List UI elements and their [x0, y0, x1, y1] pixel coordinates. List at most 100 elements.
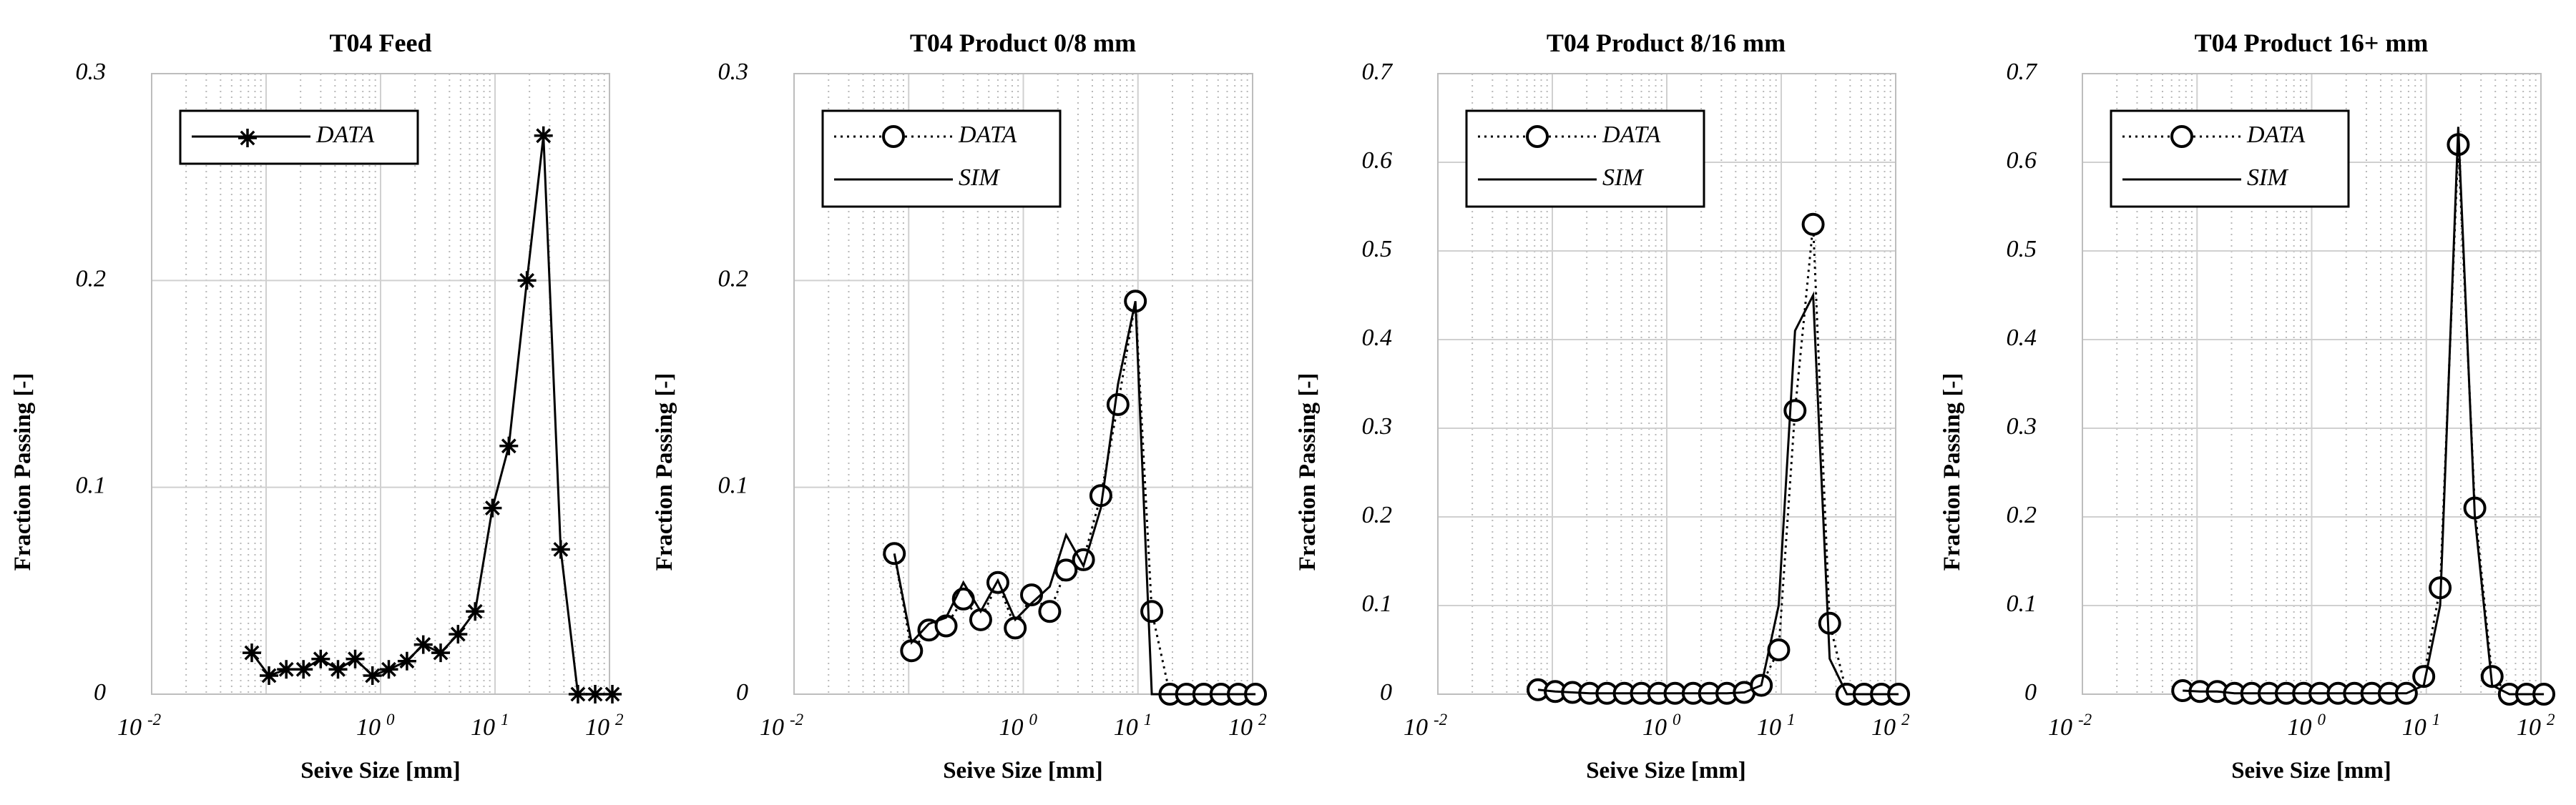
- chart-title: T04 Product 16+ mm: [2195, 29, 2429, 57]
- legend: DATA SIM: [821, 109, 1062, 208]
- y-tick-label: 0.1: [1362, 591, 1393, 617]
- x-tick-exponent: -2: [2078, 711, 2092, 729]
- data-point: [277, 660, 296, 679]
- y-tick-label: 0.7: [1362, 59, 1394, 85]
- data-point: [883, 542, 906, 566]
- x-tick-label: 10: [2048, 714, 2072, 741]
- series-sim: [1537, 291, 1899, 696]
- x-axis-label: Seive Size [mm]: [1586, 758, 1746, 784]
- data-point: [243, 643, 261, 663]
- series-line-sim: [2183, 127, 2545, 696]
- data-point: [379, 660, 398, 679]
- x-tick-label: 10: [1757, 714, 1781, 741]
- x-tick-label: 10: [585, 714, 609, 741]
- y-tick-label: 0.2: [2007, 502, 2037, 528]
- y-tick-label: 0.2: [1362, 502, 1393, 528]
- data-point: [1072, 548, 1095, 571]
- x-axis-label: Seive Size [mm]: [2231, 758, 2391, 784]
- y-tick-label: 0: [94, 679, 106, 706]
- data-point: [517, 271, 537, 290]
- plot-area: [793, 73, 1253, 695]
- legend-box: [821, 109, 1062, 208]
- y-tick-label: 0.2: [76, 265, 107, 292]
- legend-label: DATA: [315, 122, 374, 148]
- x-tick-label: 10: [999, 714, 1024, 741]
- data-point: [466, 602, 485, 621]
- legend-marker: [882, 125, 905, 148]
- legend-marker: [238, 129, 257, 147]
- x-tick-exponent: 0: [386, 711, 395, 729]
- data-point: [1783, 399, 1807, 423]
- data-point: [328, 660, 348, 679]
- x-axis-label: Seive Size [mm]: [943, 758, 1103, 784]
- series-sim: [2183, 127, 2545, 696]
- y-tick-label: 0.4: [2007, 325, 2037, 351]
- y-axis-label: Fraction Passing [-]: [1295, 373, 1321, 571]
- chart-panel-3: 0 0.1 0.2 0.3 0.4 0.5 0.6 0.7 10 -2 10 0 10 1 10 2 T04 P…: [1295, 29, 1911, 784]
- series-data: [1527, 212, 1911, 706]
- data-point: [346, 649, 365, 668]
- x-tick-label: 10: [1114, 714, 1138, 741]
- y-tick-label: 0.4: [1362, 325, 1393, 351]
- x-tick-label: 10: [1871, 714, 1896, 741]
- series-sim: [893, 300, 1256, 696]
- series-data: [2171, 133, 2556, 706]
- y-tick-label: 0.1: [76, 473, 107, 499]
- series-line-data: [2183, 144, 2545, 696]
- series-line-data: [1537, 224, 1899, 696]
- y-tick-label: 0.3: [1362, 413, 1393, 440]
- chart-title: T04 Product 0/8 mm: [910, 29, 1136, 57]
- legend-label: DATA: [1602, 122, 1660, 148]
- chart-panel-2: 0 0.1 0.2 0.3 10 -2 10 0 10 1 10 2 T04 Product 0/8 m…: [652, 29, 1268, 784]
- data-point: [397, 651, 416, 671]
- chart-panel-4: 0 0.1 0.2 0.3 0.4 0.5 0.6 0.7 10 -2 10 0 10 1 10 2 T04 P…: [1939, 29, 2556, 784]
- x-axis-label: Seive Size [mm]: [300, 758, 461, 784]
- legend-label: SIM: [1602, 164, 1644, 191]
- data-point: [1038, 600, 1062, 623]
- x-tick-exponent: 0: [1029, 711, 1038, 729]
- y-tick-label: 0.3: [76, 59, 107, 85]
- series-line-data: [250, 135, 612, 696]
- y-tick-label: 0.1: [2007, 591, 2037, 617]
- x-tick-label: 10: [471, 714, 495, 741]
- data-point: [934, 614, 958, 638]
- x-tick-exponent: 1: [1787, 711, 1796, 729]
- x-tick-label: 10: [356, 714, 381, 741]
- x-tick-exponent: -2: [147, 711, 161, 729]
- data-point: [534, 126, 553, 145]
- x-tick-exponent: 2: [1258, 711, 1267, 729]
- data-point: [311, 649, 330, 668]
- data-point: [499, 436, 519, 455]
- data-point: [1767, 638, 1791, 661]
- x-tick-exponent: -2: [790, 711, 803, 729]
- data-point: [483, 498, 502, 518]
- x-tick-exponent: 1: [2432, 711, 2441, 729]
- x-tick-exponent: 0: [1673, 711, 1681, 729]
- data-point: [1818, 611, 1841, 635]
- data-point: [551, 540, 570, 559]
- y-tick-label: 0: [736, 679, 748, 706]
- legend-label: SIM: [2247, 164, 2288, 191]
- data-point: [1801, 212, 1825, 236]
- chart-title: T04 Feed: [330, 29, 432, 57]
- legend-label: DATA: [2246, 122, 2305, 148]
- chart-panel-1: 0 0.1 0.2 0.3 10 -2 10 0 10 1 10 2 T04 Feed Seive Siz…: [10, 29, 624, 784]
- y-tick-label: 0.6: [2007, 147, 2037, 174]
- y-tick-label: 0.1: [718, 473, 749, 499]
- data-point: [603, 685, 622, 703]
- legend-label: SIM: [959, 164, 1000, 191]
- data-point: [568, 685, 587, 703]
- series-data: [883, 290, 1268, 706]
- series-line-sim: [893, 300, 1256, 696]
- legend: DATA: [179, 109, 419, 165]
- y-tick-label: 0.3: [2007, 413, 2037, 440]
- series-data: [243, 126, 622, 703]
- x-tick-exponent: 0: [2318, 711, 2326, 729]
- y-tick-label: 0.2: [718, 265, 749, 292]
- series-line-sim: [1537, 291, 1899, 696]
- y-tick-label: 0.6: [1362, 147, 1393, 174]
- data-point: [431, 643, 450, 663]
- data-point: [363, 666, 382, 685]
- x-tick-label: 10: [1642, 714, 1667, 741]
